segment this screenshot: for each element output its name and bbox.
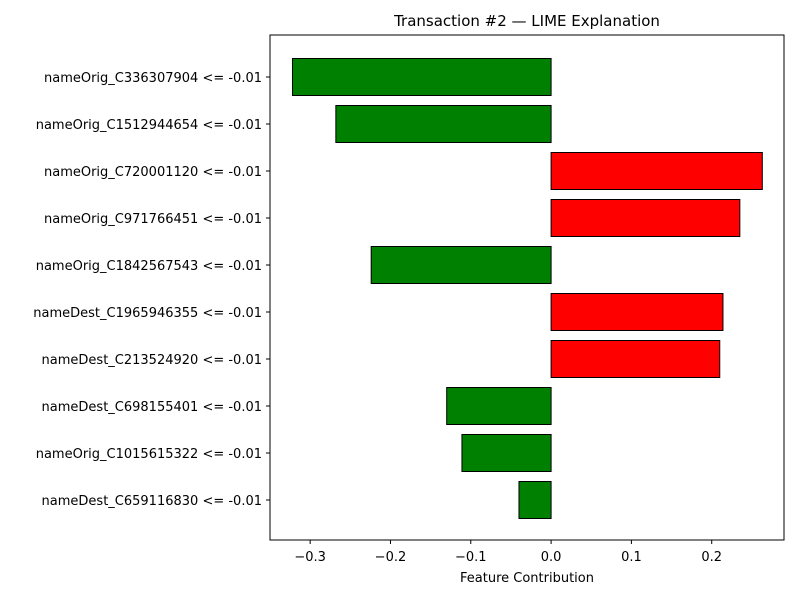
bar-4: [550, 199, 741, 237]
y-axis-ticks: nameOrig_C336307904 <= -0.01 nameOrig_C15…: [33, 71, 270, 509]
bars-group: [291, 58, 763, 519]
bar-7: [550, 340, 721, 378]
y-tick-label: nameOrig_C720001120 <= -0.01: [44, 165, 262, 180]
y-tick-label: nameDest_C698155401 <= -0.01: [42, 400, 262, 415]
bar-6: [550, 293, 724, 331]
y-tick-label: nameDest_C1965946355 <= -0.01: [33, 306, 262, 321]
bar-3: [550, 152, 763, 190]
y-tick-label: nameDest_C213524920 <= -0.01: [42, 353, 262, 368]
bar-10: [518, 481, 552, 519]
bar-1: [291, 58, 552, 96]
bar-9: [461, 434, 552, 472]
x-axis-ticks: −0.3 −0.2 −0.1 0.0 0.1 0.2: [294, 540, 722, 565]
bar-5: [370, 246, 552, 284]
y-tick-label: nameOrig_C1015615322 <= -0.01: [36, 447, 262, 462]
x-tick-label: −0.3: [294, 550, 326, 565]
plot-frame: [269, 34, 785, 541]
y-tick-label: nameOrig_C336307904 <= -0.01: [44, 71, 262, 86]
y-tick-label: nameOrig_C1842567543 <= -0.01: [36, 259, 262, 274]
bar-2: [335, 105, 552, 143]
x-tick-label: −0.2: [375, 550, 407, 565]
y-tick-label: nameOrig_C1512944654 <= -0.01: [36, 118, 262, 133]
y-tick-label: nameDest_C659116830 <= -0.01: [42, 494, 262, 509]
x-tick-label: −0.1: [455, 550, 487, 565]
x-axis-label: Feature Contribution: [460, 571, 594, 586]
x-tick-label: 0.2: [701, 550, 722, 565]
chart-title: Transaction #2 — LIME Explanation: [393, 12, 660, 30]
bar-8: [446, 387, 552, 425]
x-tick-label: 0.1: [621, 550, 642, 565]
y-tick-label: nameOrig_C971766451 <= -0.01: [44, 212, 262, 227]
x-tick-label: 0.0: [541, 550, 562, 565]
